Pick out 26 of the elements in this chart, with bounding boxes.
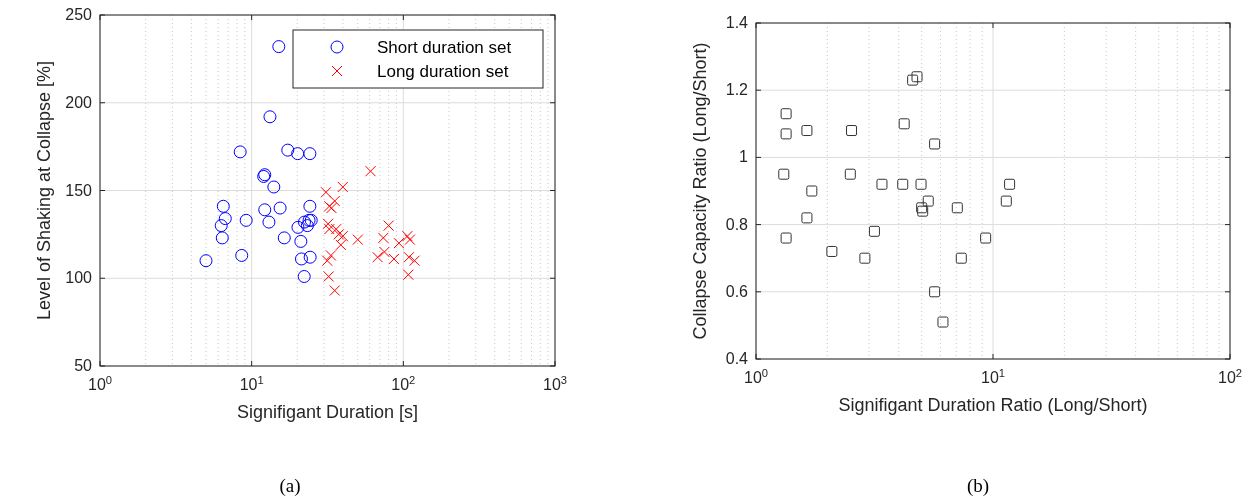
y-tick-label: 0.4 [725,350,749,367]
y-tick-label: 0.6 [725,282,749,300]
y-tick-label: 1.2 [725,81,749,99]
x-tick-label: 10$^{2}$ [1217,367,1243,386]
x-tick-label: 10$^{1}$ [980,367,1006,386]
legend-label: Short duration set [377,38,512,57]
text: (a) [279,475,301,497]
x-axis-title: Signifigant Duration [s] [236,402,419,422]
y-tick-label: 1.4 [725,14,749,31]
y-tick-label: 50 [74,357,93,374]
legend-label: Long duration set [377,62,509,81]
y-tick-label: 100 [65,269,93,287]
text: (b) [966,475,990,497]
y-tick-label: 0.8 [725,215,749,233]
x-tick-label: 10$^{2}$ [391,374,416,393]
y-tick-label: 150 [65,181,93,199]
y-tick-label: 1 [739,148,749,166]
x-tick-label: 10$^{0}$ [743,367,769,386]
y-axis-title: Level of Shaking at Collapse [%] [34,60,54,321]
y-axis-title: Collapse Capacity Ratio (Long/Short) [690,42,710,340]
x-axis-title: Signifigant Duration Ratio (Long/Short) [838,395,1148,415]
y-tick-label: 250 [65,6,93,23]
x-tick-label: 10$^{1}$ [239,374,264,393]
x-tick-label: 10$^{3}$ [542,374,568,393]
x-tick-label: 10$^{0}$ [87,374,113,393]
y-tick-label: 200 [65,93,93,111]
